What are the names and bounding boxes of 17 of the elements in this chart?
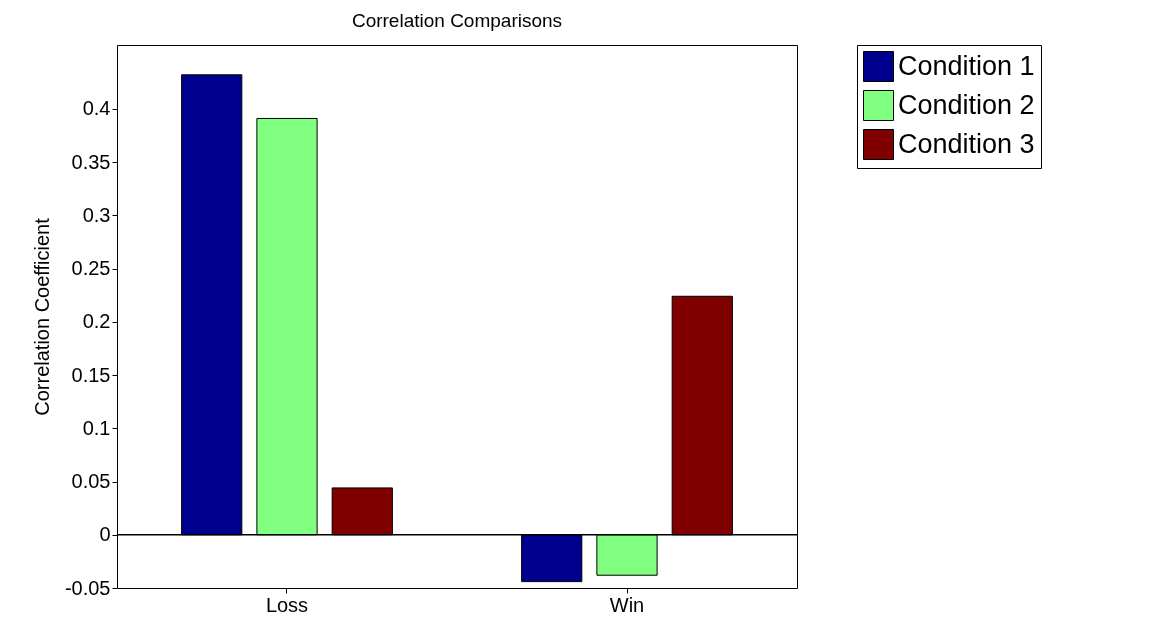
- y-tick-label: 0.15: [71, 363, 111, 386]
- y-tick-label: 0.2: [82, 310, 111, 333]
- y-tick-label: 0.1: [82, 416, 111, 439]
- legend-label: Condition 3: [898, 128, 1035, 159]
- y-tick-label: 0.25: [71, 257, 111, 280]
- y-tick-label: 0.4: [82, 97, 111, 120]
- legend-label: Condition 2: [898, 89, 1035, 120]
- legend-label: Condition 1: [898, 50, 1035, 81]
- y-axis-title: Correlation Coefficient: [30, 217, 53, 416]
- y-tick-label: 0.05: [71, 470, 111, 493]
- y-tick-label: -0.05: [64, 576, 111, 599]
- y-tick-label: 0.3: [82, 203, 111, 226]
- y-tick-label: 0.35: [71, 150, 111, 173]
- x-tick-label: Win: [609, 593, 645, 616]
- chart-title: Correlation Comparisons: [351, 9, 563, 31]
- y-tick-label: 0: [99, 523, 111, 546]
- x-tick-label: Loss: [265, 593, 309, 616]
